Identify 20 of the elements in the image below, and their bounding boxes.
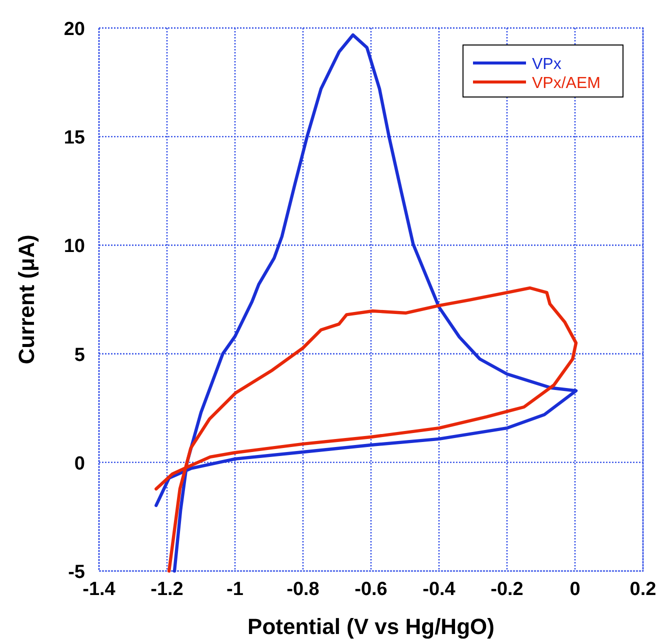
- legend-label: VPx/AEM: [532, 75, 600, 92]
- x-tick-label: -1.2: [150, 579, 184, 600]
- y-tick-label: 10: [64, 236, 85, 258]
- x-tick-label: -0.8: [286, 579, 320, 600]
- legend-label: VPx: [532, 56, 562, 73]
- x-tick-label: 0: [570, 579, 580, 600]
- y-tick-label: 15: [64, 128, 86, 149]
- y-tick-label: 0: [74, 453, 85, 474]
- x-tick-label: -1.4: [82, 579, 116, 600]
- y-tick-label: -5: [68, 562, 86, 583]
- x-tick-label: -0.6: [354, 579, 388, 600]
- x-tick-label: -0.4: [422, 579, 456, 600]
- x-tick-label: -1: [226, 579, 244, 600]
- y-tick-label: 20: [64, 19, 85, 40]
- y-axis-title: Current (μA): [14, 234, 39, 364]
- line-series: [154, 286, 578, 573]
- x-tick-label: -0.2: [490, 579, 524, 600]
- y-tick-label: 5: [74, 344, 86, 366]
- x-axis-title: Potential (V vs Hg/HgO): [248, 614, 494, 639]
- x-tick-label: 0.2: [630, 579, 656, 600]
